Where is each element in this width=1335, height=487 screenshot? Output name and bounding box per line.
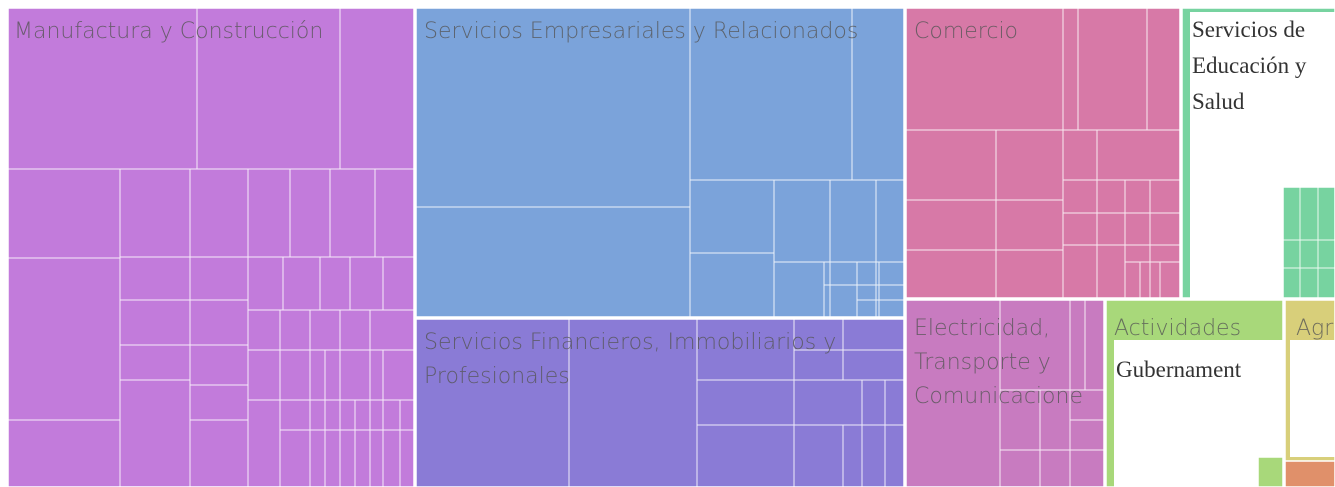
tile-label: Comercio — [914, 19, 1019, 44]
tile-label: Servicios de Educación y Salud — [1192, 17, 1307, 114]
tile-label: Gubernament — [1116, 357, 1242, 382]
tile — [905, 299, 1105, 487]
tile-label: Servicios Empresariales y Relacionados — [424, 19, 859, 44]
tile-label: Servicios Financieros, Immobiliarios y P… — [424, 330, 837, 389]
tile — [415, 7, 905, 318]
tile — [1257, 456, 1284, 487]
tile — [415, 318, 905, 487]
tiles — [7, 7, 1335, 487]
tile-inner — [1114, 340, 1283, 487]
subdivisions — [8, 8, 1335, 487]
tile-label: Actividades — [1114, 316, 1242, 341]
tile — [1284, 460, 1335, 487]
tile-label: Electricidad, Transporte y Comunicacione — [914, 316, 1083, 409]
tile-label: Agr — [1296, 316, 1334, 341]
tile — [1282, 186, 1335, 299]
tile-inner — [1290, 340, 1335, 457]
tile — [905, 7, 1181, 299]
tile — [7, 7, 415, 487]
tile-label: Manufactura y Construcción — [14, 19, 324, 44]
